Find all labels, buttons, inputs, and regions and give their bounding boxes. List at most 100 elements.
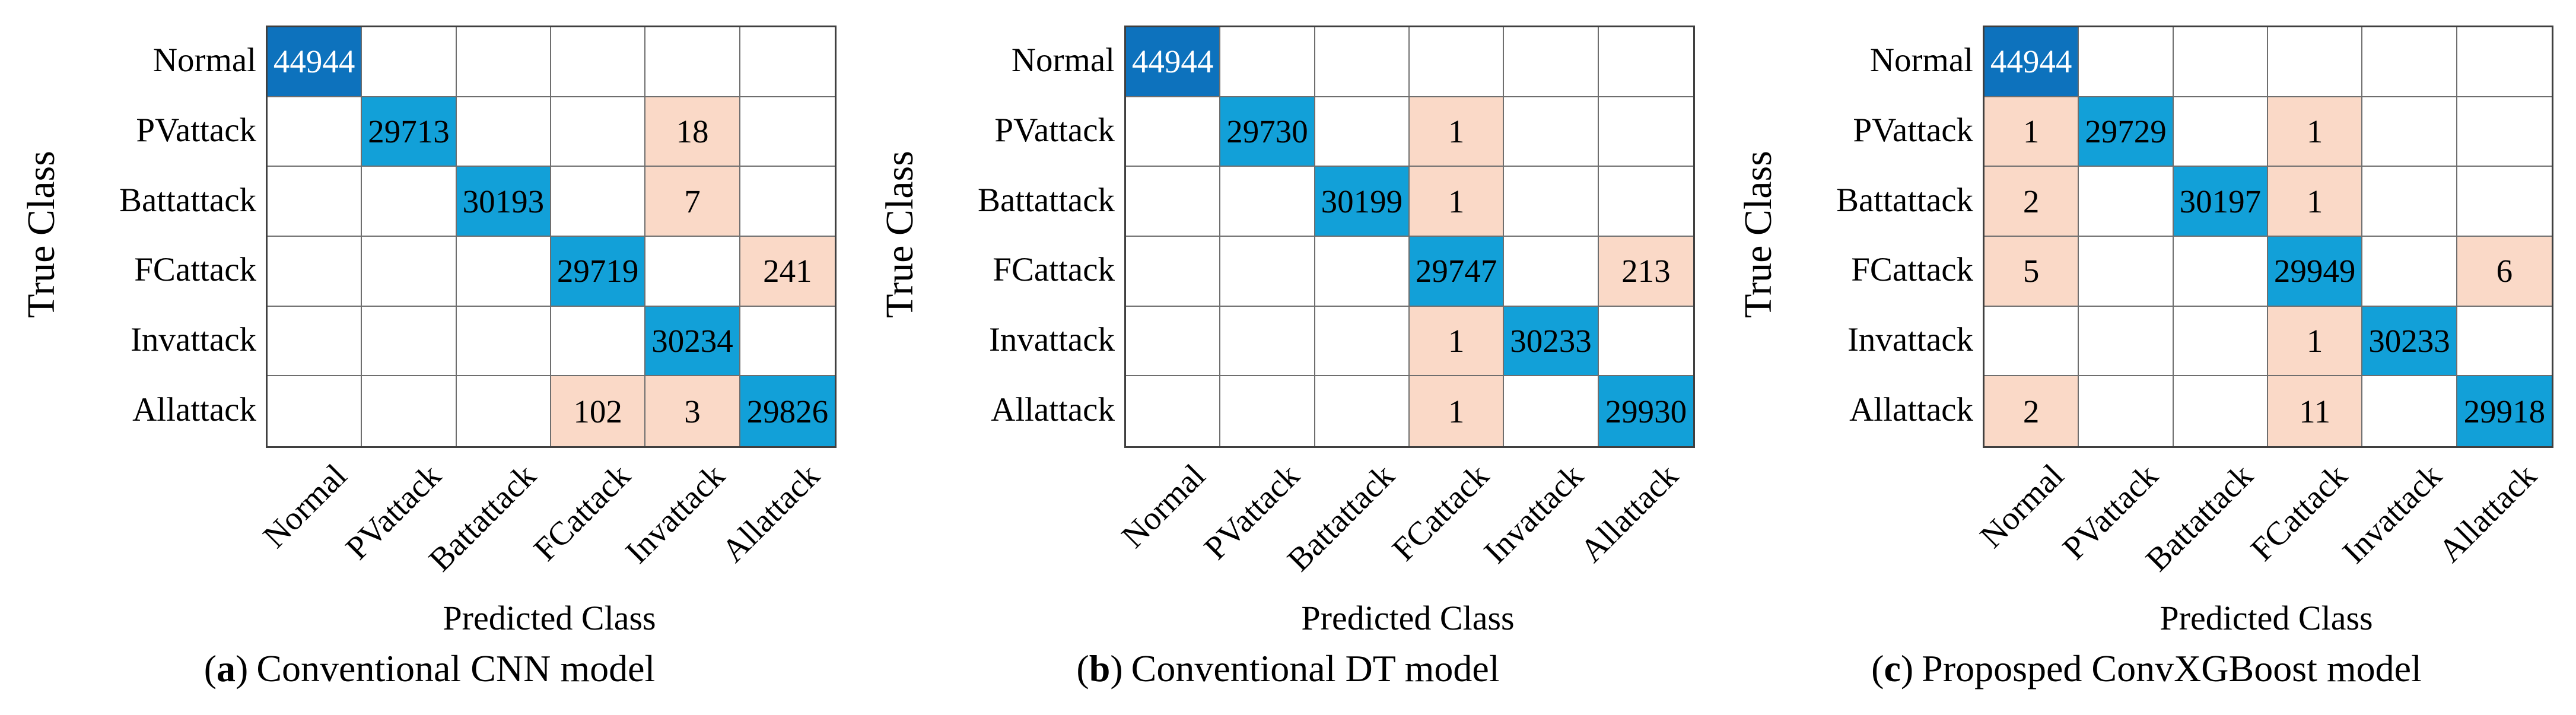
matrix-grid: 44944 1 29729 1 2 30197 1 5 29949 6 1 30233 2 11 29918 — [1983, 26, 2553, 448]
caption-paren-close: ) — [1900, 647, 1914, 689]
x-tick-label: Allattack — [1573, 457, 1685, 570]
matrix-cell — [1220, 167, 1315, 237]
caption-paren-close: ) — [236, 647, 249, 689]
matrix-cell — [1598, 167, 1693, 237]
matrix-cell: 7 — [645, 167, 740, 237]
caption-paren-open: ( — [1871, 647, 1884, 689]
y-tick-label: Battattack — [977, 181, 1115, 219]
matrix-cell — [456, 27, 551, 97]
matrix-cell: 30233 — [2362, 306, 2457, 377]
matrix-cell — [2267, 27, 2363, 97]
caption-letter: a — [217, 647, 236, 689]
caption-paren-open: ( — [203, 647, 217, 689]
matrix-cell: 241 — [740, 236, 835, 307]
y-tick-label: Invattack — [1847, 321, 1973, 359]
matrix-cell — [2362, 97, 2457, 167]
caption-text: Proposped ConvXGBoost model — [1922, 647, 2422, 689]
matrix-cell — [2362, 376, 2457, 446]
matrix-cell: 29949 — [2267, 236, 2363, 307]
matrix-cell — [1598, 306, 1693, 377]
caption-text: Conventional CNN model — [256, 647, 656, 689]
x-tick-label: Invattack — [2335, 457, 2449, 571]
matrix-cell — [1598, 27, 1693, 97]
y-tick-label: PVattack — [1853, 112, 1973, 149]
matrix-cell: 29719 — [551, 236, 646, 307]
matrix-cell: 18 — [645, 97, 740, 167]
caption-paren-open: ( — [1076, 647, 1089, 689]
matrix-cell — [2173, 27, 2268, 97]
matrix-cell — [1315, 236, 1410, 307]
y-tick-label: Allattack — [991, 390, 1115, 428]
x-tick-label: FCattack — [526, 457, 638, 568]
matrix-cell — [1504, 97, 1599, 167]
matrix-cell: 44944 — [268, 27, 362, 97]
matrix-cell — [2173, 97, 2268, 167]
x-tick-label: FCattack — [2243, 457, 2355, 568]
matrix-cell — [1504, 167, 1599, 237]
matrix-cell: 1 — [2267, 167, 2363, 237]
matrix-cell — [2362, 236, 2457, 307]
matrix-cell — [1126, 376, 1221, 446]
matrix-cell — [268, 167, 362, 237]
matrix-cell: 29826 — [740, 376, 835, 446]
matrix-cell — [456, 306, 551, 377]
matrix-cell — [740, 167, 835, 237]
y-tick-label: Normal — [1011, 42, 1115, 80]
matrix-cell: 29918 — [2457, 376, 2552, 446]
x-tick-label: FCattack — [1385, 457, 1496, 568]
x-tick-label: Allattack — [714, 457, 827, 570]
confusion-matrix-panel-a: True Class Normal PVattack Battattack FCatt… — [0, 0, 859, 715]
matrix-cell — [1504, 236, 1599, 307]
matrix-cell: 11 — [2267, 376, 2363, 446]
matrix-cell: 29713 — [362, 97, 457, 167]
matrix-cell — [1220, 306, 1315, 377]
matrix-cell: 29747 — [1409, 236, 1505, 307]
y-tick-label: PVattack — [136, 112, 256, 149]
matrix-cell — [1315, 27, 1410, 97]
matrix-cell: 3 — [645, 376, 740, 446]
matrix-cell — [2457, 167, 2552, 237]
matrix-cell — [1126, 306, 1221, 377]
x-axis-label: Predicted Class — [2160, 599, 2373, 637]
matrix-cell — [268, 306, 362, 377]
matrix-cell — [1126, 97, 1221, 167]
matrix-cell — [1985, 306, 2079, 377]
matrix-cell — [2457, 306, 2552, 377]
matrix-cell — [2173, 236, 2268, 307]
matrix-cell — [551, 306, 646, 377]
matrix-cell — [1409, 27, 1505, 97]
caption-text: Conventional DT model — [1131, 647, 1500, 689]
matrix-cell — [2079, 376, 2174, 446]
matrix-cell: 30193 — [456, 167, 551, 237]
row-labels: Normal PVattack Battattack FCattack Invattac… — [0, 26, 256, 444]
matrix-cell — [740, 306, 835, 377]
matrix-cell — [1315, 376, 1410, 446]
row-labels: Normal PVattack Battattack FCattack Invattac… — [858, 26, 1115, 444]
caption-letter: b — [1089, 647, 1111, 689]
matrix-cell — [1220, 236, 1315, 307]
y-tick-label: Battattack — [1836, 181, 1973, 219]
matrix-cell: 1 — [1985, 97, 2079, 167]
matrix-cell: 1 — [1409, 306, 1505, 377]
matrix-cell — [456, 236, 551, 307]
matrix-cell: 44944 — [1985, 27, 2079, 97]
matrix-cell — [2457, 97, 2552, 167]
matrix-cell — [1504, 376, 1599, 446]
matrix-cell — [2457, 27, 2552, 97]
matrix-cell — [456, 376, 551, 446]
y-tick-label: Allattack — [132, 390, 256, 428]
matrix-cell: 102 — [551, 376, 646, 446]
x-tick-label: Invattack — [1477, 457, 1591, 571]
matrix-cell — [740, 97, 835, 167]
matrix-cell — [1315, 97, 1410, 167]
matrix-cell — [362, 167, 457, 237]
y-tick-label: Invattack — [988, 321, 1115, 359]
matrix-cell — [2173, 306, 2268, 377]
matrix-cell — [362, 236, 457, 307]
y-tick-label: Normal — [152, 42, 256, 80]
panel-caption: (a) Conventional CNN model — [0, 647, 859, 691]
matrix-cell — [1598, 97, 1693, 167]
matrix-cell — [2079, 236, 2174, 307]
y-tick-label: FCattack — [993, 251, 1115, 289]
matrix-cell — [645, 27, 740, 97]
